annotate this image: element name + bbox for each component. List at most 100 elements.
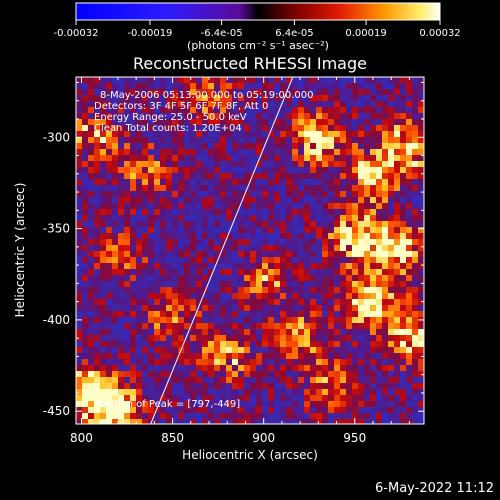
heatmap-cell [400, 125, 406, 131]
heatmap-cell [142, 359, 148, 365]
heatmap-cell [154, 347, 160, 353]
heatmap-cell [76, 107, 82, 113]
heatmap-cell [292, 305, 298, 311]
heatmap-cell [310, 185, 316, 191]
heatmap-cell [262, 401, 268, 407]
heatmap-cell [112, 137, 118, 143]
heatmap-cell [322, 245, 328, 251]
heatmap-cell [220, 149, 226, 155]
heatmap-cell [394, 395, 400, 401]
heatmap-cell [82, 137, 88, 143]
heatmap-cell [76, 305, 82, 311]
heatmap-cell [340, 89, 346, 95]
heatmap-cell [238, 359, 244, 365]
heatmap-cell [388, 275, 394, 281]
heatmap-cell [406, 293, 412, 299]
heatmap-cell [298, 263, 304, 269]
heatmap-cell [94, 137, 100, 143]
heatmap-cell [154, 149, 160, 155]
heatmap-cell [310, 179, 316, 185]
heatmap-cell [364, 347, 370, 353]
heatmap-cell [346, 335, 352, 341]
heatmap-cell [136, 377, 142, 383]
heatmap-cell [178, 227, 184, 233]
heatmap-cell [154, 185, 160, 191]
heatmap-cell [148, 173, 154, 179]
heatmap-cell [256, 389, 262, 395]
heatmap-cell [112, 371, 118, 377]
heatmap-cell [418, 125, 424, 131]
heatmap-cell [346, 161, 352, 167]
heatmap-cell [346, 317, 352, 323]
heatmap-cell [100, 77, 106, 83]
heatmap-cell [190, 173, 196, 179]
heatmap-cell [220, 125, 226, 131]
heatmap-cell [142, 377, 148, 383]
heatmap-cell [382, 119, 388, 125]
heatmap-cell [382, 197, 388, 203]
heatmap-cell [298, 335, 304, 341]
heatmap-cell [292, 353, 298, 359]
heatmap-cell [394, 377, 400, 383]
heatmap-cell [364, 119, 370, 125]
heatmap-cell [274, 137, 280, 143]
heatmap-cell [322, 389, 328, 395]
heatmap-cell [160, 341, 166, 347]
heatmap-cell [328, 209, 334, 215]
heatmap-cell [292, 407, 298, 413]
heatmap-cell [184, 389, 190, 395]
heatmap-cell [160, 155, 166, 161]
heatmap-cell [280, 371, 286, 377]
heatmap-cell [262, 263, 268, 269]
heatmap-cell [310, 341, 316, 347]
heatmap-cell [238, 377, 244, 383]
heatmap-cell [316, 167, 322, 173]
heatmap-cell [292, 95, 298, 101]
heatmap-cell [346, 125, 352, 131]
heatmap-cell [202, 119, 208, 125]
heatmap-cell [220, 419, 226, 424]
heatmap-cell [82, 329, 88, 335]
heatmap-cell [202, 143, 208, 149]
heatmap-cell [418, 383, 424, 389]
heatmap-cell [418, 215, 424, 221]
heatmap-cell [88, 143, 94, 149]
heatmap-cell [400, 305, 406, 311]
heatmap-cell [130, 197, 136, 203]
heatmap-cell [352, 389, 358, 395]
heatmap-cell [124, 311, 130, 317]
heatmap-cell [130, 347, 136, 353]
heatmap-cell [166, 317, 172, 323]
heatmap-cell [244, 143, 250, 149]
heatmap-cell [346, 263, 352, 269]
heatmap-cell [166, 311, 172, 317]
heatmap-cell [334, 299, 340, 305]
heatmap-cell [250, 287, 256, 293]
heatmap-cell [160, 287, 166, 293]
heatmap-cell [172, 311, 178, 317]
heatmap-cell [250, 365, 256, 371]
heatmap-cell [88, 233, 94, 239]
heatmap-cell [94, 281, 100, 287]
heatmap-cell [400, 161, 406, 167]
heatmap-cell [160, 185, 166, 191]
heatmap-cell [316, 311, 322, 317]
heatmap-cell [118, 359, 124, 365]
heatmap-cell [274, 299, 280, 305]
heatmap-cell [220, 137, 226, 143]
heatmap-cell [292, 137, 298, 143]
heatmap-cell [412, 125, 418, 131]
heatmap-cell [280, 419, 286, 424]
heatmap-cell [82, 353, 88, 359]
heatmap-cell [130, 203, 136, 209]
heatmap-cell [142, 263, 148, 269]
heatmap-cell [274, 257, 280, 263]
heatmap-cell [292, 83, 298, 89]
heatmap-cell [340, 173, 346, 179]
heatmap-cell [184, 323, 190, 329]
heatmap-cell [196, 353, 202, 359]
heatmap-cell [184, 299, 190, 305]
heatmap-cell [274, 125, 280, 131]
heatmap-cell [196, 221, 202, 227]
heatmap-cell [328, 377, 334, 383]
